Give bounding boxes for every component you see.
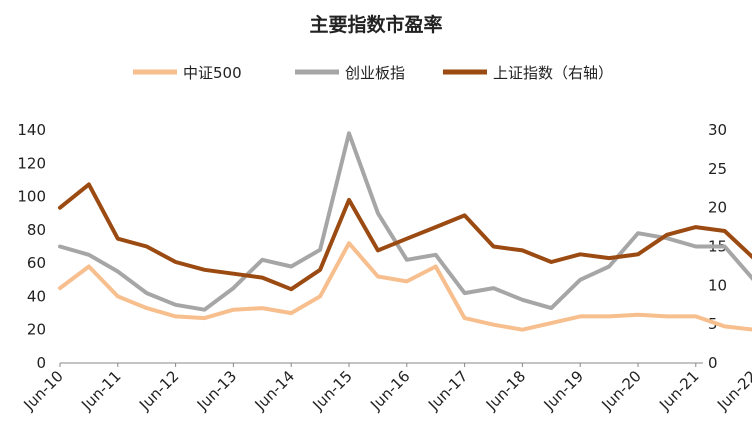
right-y-tick-label: 0 [708,354,718,372]
left-y-tick-label: 140 [17,121,46,139]
left-y-tick-label: 100 [17,188,46,206]
left-y-tick-label: 120 [17,154,46,172]
x-tick-label: Jun-18 [482,367,529,414]
x-tick-label: Jun-11 [77,367,124,414]
x-axis: Jun-10 Jun-11 Jun-12 Jun-13 Jun-14 Jun-15 Jun-… [19,363,752,414]
x-tick-label: Jun-13 [193,367,240,414]
series-line-1 [58,131,752,312]
right-y-tick-label: 25 [708,160,727,178]
right-y-tick-label: 30 [708,121,727,139]
left-y-axis: 0 20 40 60 80 100 120 140 [17,121,46,372]
plot-area [58,131,752,332]
series-line-0 [58,241,752,332]
left-y-tick-label: 80 [27,221,46,239]
x-tick-label: Jun-12 [135,367,182,414]
right-y-tick-label: 20 [708,199,727,217]
left-y-tick-label: 60 [27,254,46,272]
legend-label: 中证500 [183,64,242,82]
x-tick-label: Jun-16 [366,367,413,414]
legend-label: 上证指数（右轴） [493,64,613,82]
x-tick-label: Jun-14 [251,367,298,414]
x-tick-label: Jun-17 [424,367,471,414]
x-tick-label: Jun-19 [540,367,587,414]
x-tick-label: Jun-20 [597,367,644,414]
left-y-tick-label: 40 [27,287,46,305]
x-tick-label: Jun-15 [308,367,355,414]
left-y-tick-label: 0 [36,354,46,372]
x-tick-label: Jun-10 [19,367,66,414]
series-line-2 [58,182,752,292]
legend-label: 创业板指 [345,64,405,82]
legend: 中证500 创业板指 上证指数（右轴） [133,64,613,82]
x-tick-label: Jun-21 [655,367,702,414]
right-y-tick-label: 10 [708,276,727,294]
left-y-tick-label: 20 [27,321,46,339]
x-tick-label: Jun-22 [713,367,752,414]
chart-title: 主要指数市盈率 [309,13,442,36]
